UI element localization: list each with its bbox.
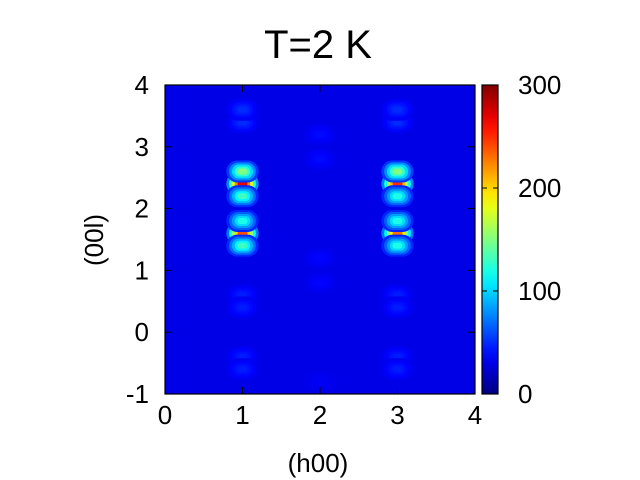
x-axis-label: (h00) — [288, 448, 349, 478]
chart-title: T=2 K — [264, 23, 372, 67]
y-tick-label: 2 — [135, 194, 149, 224]
y-tick-label: 0 — [135, 317, 149, 347]
heatmap-peak — [226, 209, 259, 232]
heatmap-peak — [381, 185, 414, 208]
colorbar-tick-label: 100 — [518, 276, 561, 306]
heatmap-peak — [381, 98, 414, 121]
colorbar-tick-label: 200 — [518, 173, 561, 203]
y-axis: -1 0 1 2 3 4 — [126, 70, 475, 409]
heatmap-peak — [303, 271, 337, 294]
heatmap-peak — [381, 234, 414, 257]
heatmap-peak — [226, 185, 259, 208]
heatmap-peak — [381, 358, 414, 381]
heatmap-peak — [226, 296, 259, 319]
x-tick-label: 4 — [468, 400, 482, 430]
x-tick-label: 2 — [313, 400, 327, 430]
heatmap-peak — [226, 234, 259, 257]
heatmap-peak — [303, 247, 337, 270]
heatmap-peak — [381, 209, 414, 232]
x-tick-label: 3 — [390, 400, 404, 430]
y-tick-label: -1 — [126, 379, 149, 409]
y-tick-label: 3 — [135, 132, 149, 162]
heatmap-plot-area — [165, 85, 475, 394]
colorbar-tick-label: 0 — [518, 379, 532, 409]
heatmap-peak — [303, 370, 337, 393]
y-axis-label: (00l) — [79, 214, 109, 266]
x-tick-label: 1 — [235, 400, 249, 430]
heatmap-peak — [381, 296, 414, 319]
heatmap-peak — [226, 98, 259, 121]
x-tick-label: 0 — [158, 400, 172, 430]
x-axis: 0 1 2 3 4 — [158, 85, 482, 430]
heatmap-peak — [303, 148, 337, 171]
heatmap-peak — [381, 160, 414, 183]
heatmap-peak — [303, 123, 337, 146]
colorbar-tick-label: 300 — [518, 70, 561, 100]
colorbar-ticks: 0 100 200 300 — [482, 70, 561, 409]
heatmap-peak — [226, 160, 259, 183]
y-tick-label: 1 — [135, 255, 149, 285]
y-tick-label: 4 — [135, 70, 149, 100]
heatmap-peak — [226, 358, 259, 381]
colorbar — [481, 84, 499, 395]
